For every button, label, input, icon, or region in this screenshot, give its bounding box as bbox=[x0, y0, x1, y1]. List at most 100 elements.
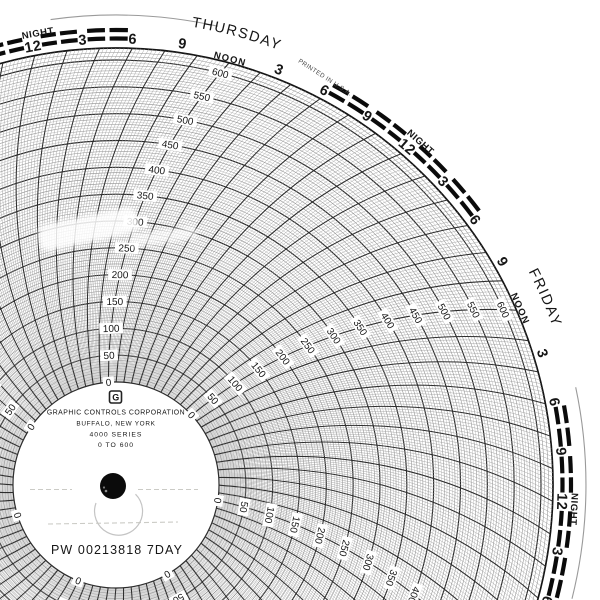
time-gridline-major bbox=[214, 515, 356, 600]
scale-label-text: 300 bbox=[360, 552, 376, 572]
time-gridline-minor bbox=[218, 487, 483, 600]
time-gridline-minor bbox=[122, 82, 288, 383]
time-gridline-minor bbox=[168, 202, 450, 397]
time-gridline-minor bbox=[218, 486, 488, 600]
scale-label-text: 50 bbox=[59, 597, 74, 600]
time-gridline-major bbox=[200, 542, 263, 600]
time-gridline-minor bbox=[183, 266, 495, 408]
time-gridline-minor bbox=[195, 550, 241, 600]
time-gridline-minor bbox=[216, 454, 551, 531]
time-gridline-major bbox=[218, 484, 499, 600]
hour-label-text: 3 bbox=[272, 61, 286, 79]
time-gridline-major bbox=[179, 251, 487, 405]
hour-label: 9 bbox=[552, 447, 569, 457]
time-gridline-minor bbox=[207, 398, 549, 439]
time-gridline-minor bbox=[159, 172, 423, 392]
faint-fold-marks bbox=[30, 488, 198, 525]
hour-label-text: 6 bbox=[537, 594, 555, 600]
scale-label-text: 100 bbox=[103, 324, 120, 336]
night-band-dash bbox=[347, 101, 365, 116]
value-gridline-major bbox=[0, 166, 435, 600]
value-gridline-minor bbox=[0, 207, 394, 600]
time-gridline-minor bbox=[0, 552, 39, 580]
value-gridline-minor bbox=[0, 153, 448, 600]
time-gridline-minor bbox=[39, 50, 73, 392]
time-gridline-minor bbox=[202, 540, 269, 600]
day-label: THURSDAY bbox=[191, 15, 284, 54]
time-gridline-minor bbox=[183, 269, 497, 408]
time-gridline-minor bbox=[137, 112, 346, 385]
time-grid bbox=[0, 47, 554, 600]
time-gridline-minor bbox=[58, 48, 104, 389]
scale-label-text: 150 bbox=[106, 297, 123, 308]
time-gridline-minor bbox=[213, 437, 554, 494]
time-gridline-minor bbox=[0, 367, 41, 416]
time-gridline-minor bbox=[0, 263, 57, 402]
time-gridline-minor bbox=[179, 248, 484, 405]
time-gridline-minor bbox=[0, 555, 42, 587]
scale-label-bg bbox=[102, 376, 115, 389]
logo-box bbox=[108, 390, 123, 404]
value-gridline-major bbox=[0, 86, 515, 600]
scale-label: 100 bbox=[262, 502, 278, 528]
time-gridline-minor bbox=[195, 549, 243, 600]
time-gridline-major bbox=[0, 305, 53, 405]
time-gridline-minor bbox=[0, 558, 44, 594]
time-gridline-minor bbox=[0, 388, 35, 423]
scale-label-bg bbox=[376, 307, 399, 334]
hour-label-text: 12 bbox=[23, 38, 43, 57]
time-gridline-minor bbox=[189, 557, 224, 600]
paper-edge-arc-right bbox=[571, 387, 587, 599]
value-gridline-minor bbox=[0, 129, 472, 600]
hour-label-text: 9 bbox=[552, 447, 569, 457]
scale-label-bg bbox=[463, 296, 484, 323]
time-gridline-minor bbox=[4, 562, 49, 600]
time-gridline-minor bbox=[0, 344, 46, 411]
hour-label: 6 bbox=[128, 32, 137, 48]
scale-label-bg bbox=[10, 508, 25, 523]
value-gridline-minor bbox=[0, 188, 413, 600]
night-band-dash bbox=[370, 117, 387, 131]
night-label: NIGHT bbox=[21, 26, 55, 42]
time-gridline-minor bbox=[149, 140, 386, 388]
time-gridline-minor bbox=[210, 526, 316, 600]
scale-label-bg bbox=[359, 549, 378, 576]
time-gridline-minor bbox=[85, 50, 162, 385]
time-gridline-minor bbox=[163, 184, 434, 394]
time-gridline-minor bbox=[202, 539, 272, 600]
hour-label-text: 12 bbox=[553, 493, 570, 511]
time-gridline-minor bbox=[190, 555, 228, 600]
time-gridline-major bbox=[217, 467, 546, 567]
scale-label-bg bbox=[108, 268, 132, 281]
scale-label: 250 bbox=[336, 535, 354, 562]
night-band-dash bbox=[546, 577, 555, 597]
time-gridline-minor bbox=[119, 78, 276, 383]
scale-label-bg bbox=[207, 64, 234, 82]
night-band-dash bbox=[392, 122, 407, 136]
time-gridline-minor bbox=[24, 53, 68, 395]
time-gridline-minor bbox=[0, 300, 53, 404]
scale-label-text: 250 bbox=[336, 538, 351, 557]
time-gridline-minor bbox=[215, 509, 379, 600]
time-gridline-minor bbox=[218, 498, 430, 600]
time-gridline-minor bbox=[64, 47, 117, 388]
time-gridline-minor bbox=[216, 508, 383, 600]
scale-label: 150 bbox=[287, 511, 304, 538]
night-band-dash bbox=[567, 455, 573, 474]
time-gridline-minor bbox=[203, 376, 543, 432]
scale-label-text: 50 bbox=[103, 351, 115, 363]
scale-label-text: 0 bbox=[161, 567, 172, 580]
hub-company: GRAPHIC CONTROLS CORPORATION bbox=[47, 410, 185, 417]
time-gridline-minor bbox=[118, 76, 272, 383]
scale-label: 400 bbox=[144, 162, 170, 178]
time-gridline-minor bbox=[215, 452, 552, 526]
scale-label-text: 0 bbox=[105, 378, 112, 389]
scale-label-bg bbox=[132, 188, 158, 203]
time-gridline-minor bbox=[0, 333, 48, 409]
hole-speck bbox=[104, 489, 108, 493]
time-gridline-minor bbox=[128, 92, 310, 383]
time-gridline-minor bbox=[1, 59, 61, 399]
value-gridline-minor bbox=[0, 285, 316, 600]
time-gridline-minor bbox=[144, 128, 369, 387]
value-gridline-minor bbox=[0, 282, 319, 600]
